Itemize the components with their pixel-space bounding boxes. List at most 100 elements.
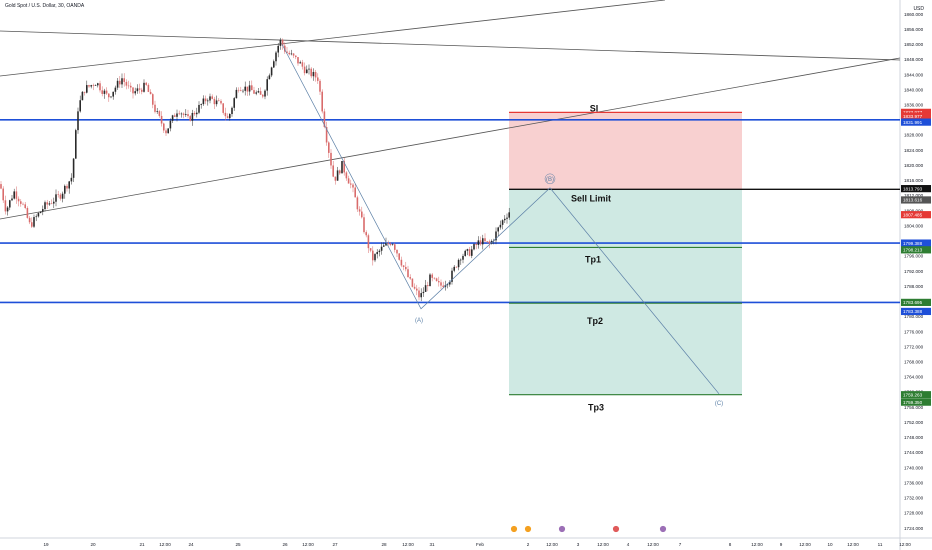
price-tick-label: 1812.000 <box>904 193 924 198</box>
price-tick-label: 1828.000 <box>904 133 924 138</box>
candle-body <box>136 88 139 92</box>
candle-body <box>321 91 323 112</box>
candle-body <box>116 80 119 88</box>
candle-body <box>24 204 26 209</box>
candle-body <box>55 194 57 202</box>
candle-body <box>220 100 222 104</box>
candle-body <box>141 89 143 92</box>
price-badge-label: 1813.616 <box>903 198 923 203</box>
event-flag-icon[interactable] <box>612 525 620 533</box>
candle-body <box>64 185 66 194</box>
candle-body <box>473 244 475 250</box>
candle-body <box>398 253 400 260</box>
candle-body <box>497 227 499 232</box>
candle-body <box>479 240 482 245</box>
candle-body <box>50 203 53 204</box>
candle-body <box>26 208 29 218</box>
candle-body <box>330 152 332 166</box>
price-tick-label: 1772.000 <box>904 344 924 349</box>
candle-body <box>4 200 7 212</box>
candle-body <box>244 86 246 91</box>
candle-body <box>11 198 13 201</box>
candle-body <box>237 89 240 91</box>
price-tick-label: 1820.000 <box>904 163 924 168</box>
candle-body <box>257 91 260 93</box>
time-tick-label: 2 <box>527 542 530 547</box>
price-badge-label: 1759.350 <box>903 400 923 405</box>
candle-body <box>301 62 304 67</box>
candle-body <box>361 211 363 218</box>
candle-body <box>378 250 381 253</box>
candle-body <box>39 211 42 214</box>
candle-body <box>213 98 216 105</box>
candle-body <box>347 178 350 184</box>
event-flag-icon[interactable] <box>524 525 532 533</box>
price-badge <box>901 307 931 316</box>
candle-body <box>53 201 55 204</box>
candle-body <box>200 104 202 105</box>
candle-body <box>156 111 158 112</box>
candle-body <box>400 259 403 266</box>
currency-label: USD <box>913 6 924 12</box>
candle-body <box>202 98 205 105</box>
event-flag-icon[interactable] <box>558 525 566 533</box>
candle-body <box>114 87 117 92</box>
candle-body <box>211 96 213 99</box>
price-tick-label: 1744.000 <box>904 450 924 455</box>
candle-body <box>310 68 312 77</box>
candles <box>0 37 510 302</box>
event-flag-icon[interactable] <box>659 525 667 533</box>
time-tick-label: Feb <box>476 542 484 547</box>
candle-body <box>105 90 108 94</box>
candle-body <box>391 244 394 245</box>
candle-body <box>253 90 255 94</box>
candle-body <box>292 53 295 56</box>
candle-body <box>334 176 337 181</box>
price-tick-label: 1844.000 <box>904 72 924 77</box>
candle-body <box>385 242 387 246</box>
candle-body <box>317 77 319 81</box>
candle-body <box>376 252 378 255</box>
time-tick-label: 19 <box>43 542 49 547</box>
candle-body <box>35 216 37 218</box>
candle-body <box>453 266 455 271</box>
tp3-label: Tp3 <box>588 403 604 413</box>
candle-body <box>325 127 328 143</box>
candle-body <box>409 277 411 279</box>
price-badge <box>901 185 931 193</box>
price-tick-label: 1860.000 <box>904 12 924 17</box>
price-badge <box>901 112 931 120</box>
price-badge <box>901 118 931 126</box>
candle-body <box>466 249 469 251</box>
candle-body <box>460 259 462 261</box>
time-tick-label: 31 <box>429 542 435 547</box>
candle-body <box>127 85 130 87</box>
candle-body <box>66 185 68 189</box>
candle-body <box>163 123 165 131</box>
time-tick-label: 10 <box>827 542 833 547</box>
candle-body <box>350 183 352 185</box>
candle-body <box>262 94 264 97</box>
candle-body <box>28 217 31 223</box>
price-tick-label: 1792.000 <box>904 269 924 274</box>
event-flag-icon[interactable] <box>510 525 518 533</box>
candle-body <box>433 277 436 279</box>
tp1-label: Tp1 <box>585 254 601 264</box>
price-tick-label: 1816.000 <box>904 178 924 183</box>
candle-body <box>281 39 284 46</box>
candle-body <box>319 80 321 92</box>
candle-body <box>134 91 136 94</box>
candle-body <box>416 288 418 291</box>
candle-body <box>471 249 473 256</box>
candle-body <box>174 115 176 117</box>
candle-body <box>110 96 112 98</box>
candle-body <box>345 172 348 179</box>
price-badge-label: 1759.263 <box>903 393 923 398</box>
candle-body <box>242 90 244 92</box>
candle-body <box>130 85 132 88</box>
candle-body <box>394 244 396 250</box>
price-badge <box>901 211 931 219</box>
candle-body <box>336 170 339 181</box>
